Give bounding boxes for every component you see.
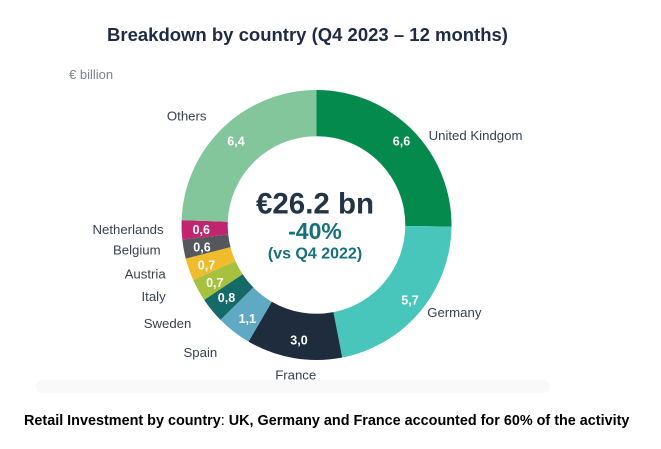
svg-text:1,1: 1,1 [239, 312, 256, 326]
svg-text:0,7: 0,7 [198, 258, 215, 272]
svg-text:0,6: 0,6 [193, 223, 210, 237]
svg-text:Austria: Austria [125, 267, 167, 282]
svg-text:6,6: 6,6 [393, 135, 410, 149]
svg-text:Belgium: Belgium [113, 243, 161, 258]
svg-text:€26.2 bn: €26.2 bn [256, 187, 374, 220]
svg-text:0,8: 0,8 [218, 291, 235, 305]
svg-text:0,7: 0,7 [206, 276, 223, 290]
svg-text:France: France [275, 367, 316, 382]
svg-text:Netherlands: Netherlands [92, 222, 164, 237]
svg-text:Spain: Spain [184, 345, 218, 360]
svg-text:United Kindgom: United Kindgom [429, 128, 523, 143]
svg-text:Italy: Italy [142, 289, 167, 304]
svg-text:Germany: Germany [427, 305, 482, 320]
svg-text:3,0: 3,0 [290, 334, 307, 348]
svg-text:6,4: 6,4 [227, 135, 244, 149]
svg-text:0,6: 0,6 [193, 241, 210, 255]
svg-text:5,7: 5,7 [401, 294, 418, 308]
svg-text:Sweden: Sweden [144, 316, 192, 331]
svg-text:(vs Q4 2022): (vs Q4 2022) [268, 246, 362, 263]
svg-text:-40%: -40% [288, 218, 342, 244]
svg-text:Others: Others [167, 108, 207, 123]
